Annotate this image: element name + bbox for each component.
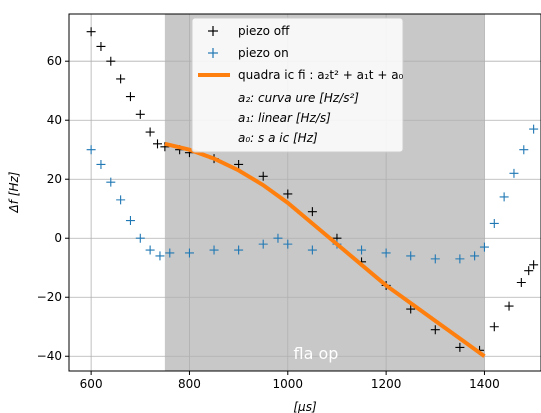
- y-tick-label: 40: [47, 113, 62, 127]
- data-layer: [86, 27, 539, 358]
- piezo-off-point: [406, 304, 416, 314]
- piezo-on-point: [96, 159, 106, 169]
- legend-marker-piezo-off: [208, 26, 218, 36]
- piezo-off-point: [489, 322, 499, 332]
- piezo-on-point: [209, 245, 219, 255]
- legend-note-a2: a₂: curva ure [Hz/s²]: [238, 91, 359, 105]
- y-axis-label: Δf [Hz]: [7, 171, 21, 213]
- piezo-off-point: [529, 260, 539, 270]
- x-axis-label: [μs]: [293, 400, 317, 413]
- legend-label-fit: quadra ic fi : a₂t² + a₁t + a₀: [238, 68, 404, 82]
- piezo-off-point: [153, 139, 162, 149]
- piezo-on-point: [125, 216, 135, 226]
- piezo-off-point: [307, 207, 317, 217]
- piezo-off-point: [430, 325, 440, 335]
- piezo-on-point: [381, 248, 391, 258]
- piezo-on-point: [86, 145, 96, 155]
- y-tick-label: 0: [54, 231, 62, 245]
- piezo-off-point: [106, 56, 116, 66]
- piezo-on-point: [116, 195, 126, 205]
- x-tick-label: 600: [80, 377, 103, 391]
- piezo-on-point: [455, 254, 465, 264]
- legend-note-a0: a₀: s a ic [Hz]: [238, 131, 318, 145]
- piezo-on-point: [430, 254, 440, 264]
- piezo-on-point: [273, 233, 283, 243]
- piezo-off-point: [145, 127, 155, 137]
- series-piezo-on: [86, 124, 539, 264]
- legend-marker-piezo-on: [208, 48, 218, 58]
- piezo-off-point: [135, 109, 145, 119]
- piezo-off-point: [516, 277, 526, 287]
- piezo-off-point: [283, 189, 293, 199]
- piezo-on-point: [234, 245, 244, 255]
- piezo-off-point: [160, 142, 170, 152]
- legend-label-piezo-off: piezo off: [238, 24, 290, 38]
- piezo-on-point: [145, 245, 155, 255]
- piezo-off-point: [504, 301, 514, 311]
- piezo-off-point: [116, 74, 126, 84]
- x-tick-label: 1400: [469, 377, 500, 391]
- tick-layer: 600 800 1000 1200 1400 −40 −20 0 20 40 60: [37, 54, 500, 391]
- piezo-on-point: [135, 233, 145, 243]
- piezo-on-point: [489, 218, 499, 228]
- piezo-on-point: [165, 248, 175, 258]
- piezo-off-point: [96, 41, 106, 51]
- piezo-on-point: [509, 168, 519, 178]
- piezo-on-point: [106, 177, 116, 187]
- x-tick-label: 800: [178, 377, 201, 391]
- y-tick-label: 20: [47, 172, 62, 186]
- piezo-on-point: [357, 245, 367, 255]
- region-label: fla op: [294, 344, 339, 363]
- piezo-on-point: [258, 239, 268, 249]
- piezo-off-point: [455, 342, 465, 352]
- piezo-off-point: [258, 171, 268, 181]
- y-tick-label: −40: [37, 349, 62, 363]
- x-tick-label: 1000: [273, 377, 304, 391]
- piezo-on-point: [470, 251, 480, 261]
- piezo-on-point: [499, 192, 509, 202]
- piezo-on-point: [184, 248, 194, 258]
- piezo-off-point: [524, 266, 534, 276]
- piezo-off-point: [234, 159, 244, 169]
- piezo-on-point: [519, 145, 529, 155]
- piezo-on-point: [155, 251, 165, 261]
- legend-box: [191, 17, 404, 153]
- piezo-on-point: [529, 124, 539, 134]
- fit-line: [164, 141, 486, 358]
- plot-frame: [68, 13, 541, 372]
- piezo-off-point: [86, 27, 96, 37]
- piezo-on-point: [283, 239, 293, 249]
- legend-note-a1: a₁: linear [Hz/s]: [238, 111, 331, 125]
- piezo-on-point: [406, 251, 416, 261]
- y-tick-label: 60: [47, 54, 62, 68]
- legend: piezo off piezo on quadra ic fi : a₂t² +…: [191, 17, 404, 153]
- y-tick-label: −20: [37, 290, 62, 304]
- piezo-on-point: [307, 245, 317, 255]
- piezo-off-point: [125, 92, 135, 102]
- piezo-on-point: [479, 242, 489, 252]
- legend-label-piezo-on: piezo on: [238, 46, 289, 60]
- x-tick-label: 1200: [371, 377, 402, 391]
